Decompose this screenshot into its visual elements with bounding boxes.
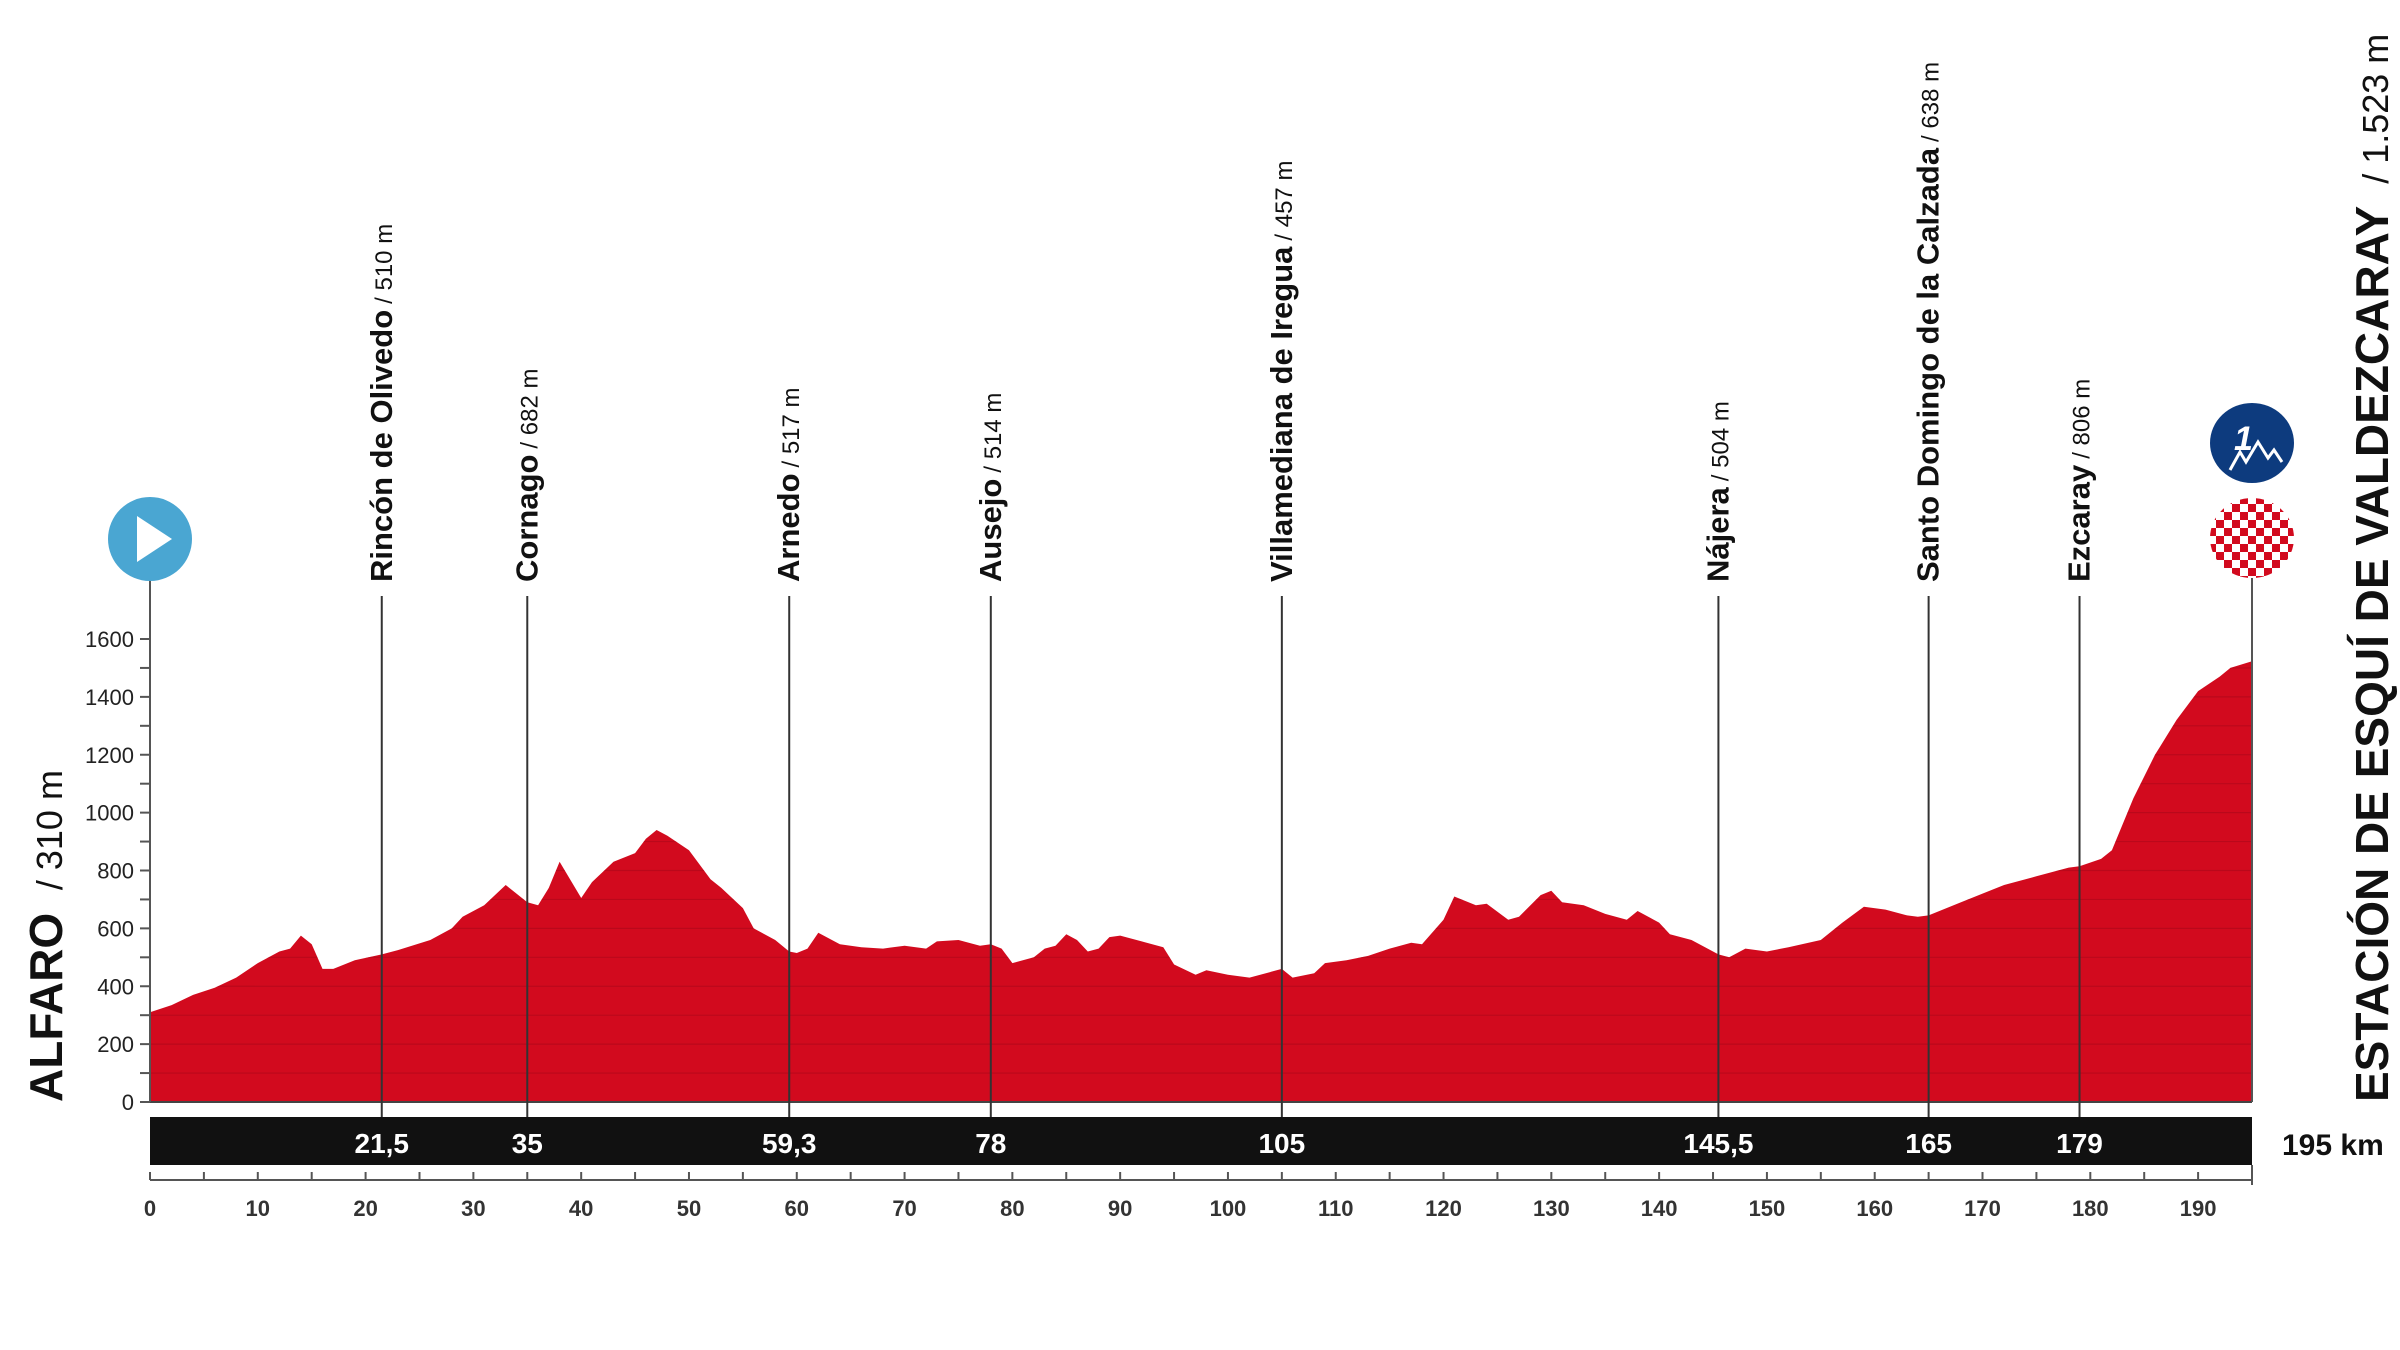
x-tick-label: 170 xyxy=(1964,1196,2001,1221)
waypoint-altitude: / 682 m xyxy=(516,369,543,449)
mountain-icon xyxy=(2228,439,2284,471)
x-tick-label: 70 xyxy=(892,1196,916,1221)
start-name: ALFARO xyxy=(20,913,72,1102)
x-tick-label: 90 xyxy=(1108,1196,1132,1221)
waypoint-name: Ausejo xyxy=(973,479,1008,582)
checkered-finish-flag-icon xyxy=(2210,498,2294,578)
waypoint-name: Rincón de Olivedo xyxy=(364,310,399,582)
waypoint-label: Santo Domingo de la Calzada / 638 m xyxy=(1911,62,1946,582)
y-tick-label: 800 xyxy=(97,859,134,884)
x-tick-label: 40 xyxy=(569,1196,593,1221)
waypoint-marker: Ezcaray / 806 m 179 xyxy=(2056,379,2103,1159)
y-tick-label: 1600 xyxy=(85,627,134,652)
y-tick-label: 1200 xyxy=(85,743,134,768)
x-tick-label: 180 xyxy=(2072,1196,2109,1221)
total-distance-label: 195 km xyxy=(2282,1129,2384,1162)
waypoint-marker: Ausejo / 514 m 78 xyxy=(973,393,1008,1159)
waypoint-label: Arnedo / 517 m xyxy=(771,387,806,582)
waypoint-km-label: 21,5 xyxy=(355,1128,410,1159)
elevation-profile-area xyxy=(150,661,2252,1102)
waypoint-marker: Rincón de Olivedo / 510 m 21,5 xyxy=(355,224,410,1159)
finish-altitude: / 1.523 m xyxy=(2355,34,2396,184)
waypoint-label: Ausejo / 514 m xyxy=(973,393,1008,582)
waypoint-km-label: 35 xyxy=(512,1128,543,1159)
y-tick-label: 0 xyxy=(122,1090,134,1115)
waypoint-marker: Nájera / 504 m 145,5 xyxy=(1683,401,1753,1159)
waypoint-altitude: / 517 m xyxy=(778,387,805,467)
km-bar xyxy=(150,1117,2252,1165)
y-tick-label: 1400 xyxy=(85,685,134,710)
y-tick-label: 600 xyxy=(97,916,134,941)
waypoint-label: Cornago / 682 m xyxy=(509,369,544,582)
waypoint-name: Ezcaray xyxy=(2062,464,2097,582)
waypoint-altitude: / 504 m xyxy=(1707,401,1734,481)
waypoint-km-label: 145,5 xyxy=(1683,1128,1753,1159)
start-label: ALFARO / 310 m xyxy=(20,770,72,1102)
waypoint-marker: Cornago / 682 m 35 xyxy=(509,369,544,1159)
waypoint-km-label: 165 xyxy=(1905,1128,1952,1159)
waypoint-altitude: / 638 m xyxy=(1918,62,1945,142)
x-tick-label: 100 xyxy=(1210,1196,1247,1221)
climb-category-icon xyxy=(2210,403,2294,483)
waypoint-name: Arnedo xyxy=(771,474,806,583)
finish-name: ESTACIÓN DE ESQUÍ DE VALDEZCARAY xyxy=(2346,206,2398,1102)
x-tick-label: 10 xyxy=(246,1196,270,1221)
x-tick-label: 130 xyxy=(1533,1196,1570,1221)
waypoint-label: Rincón de Olivedo / 510 m xyxy=(364,224,399,582)
waypoint-name: Cornago xyxy=(509,455,544,582)
waypoint-marker: Villamediana de Iregua / 457 m 105 xyxy=(1258,161,1305,1159)
play-icon xyxy=(137,516,172,562)
waypoint-km-label: 78 xyxy=(975,1128,1006,1159)
waypoint-km-label: 105 xyxy=(1258,1128,1305,1159)
y-tick-label: 200 xyxy=(97,1032,134,1057)
waypoint-altitude: / 514 m xyxy=(980,393,1007,473)
waypoint-label: Ezcaray / 806 m xyxy=(2062,379,2097,582)
y-tick-label: 1000 xyxy=(85,801,134,826)
waypoint-km-label: 59,3 xyxy=(762,1128,817,1159)
x-tick-label: 190 xyxy=(2180,1196,2217,1221)
waypoint-name: Santo Domingo de la Calzada xyxy=(1911,147,1946,582)
y-tick-label: 400 xyxy=(97,974,134,999)
x-tick-label: 60 xyxy=(785,1196,809,1221)
x-tick-label: 0 xyxy=(144,1196,156,1221)
climb-category-number: 1 xyxy=(2234,420,2253,458)
x-tick-label: 30 xyxy=(461,1196,485,1221)
start-altitude: / 310 m xyxy=(29,770,70,890)
waypoint-marker: Santo Domingo de la Calzada / 638 m 165 xyxy=(1905,62,1952,1159)
waypoint-label: Nájera / 504 m xyxy=(1700,401,1735,582)
x-tick-label: 50 xyxy=(677,1196,701,1221)
waypoint-altitude: / 806 m xyxy=(2069,379,2096,459)
waypoint-label: Villamediana de Iregua / 457 m xyxy=(1264,161,1299,582)
finish-label: ESTACIÓN DE ESQUÍ DE VALDEZCARAY / 1.523… xyxy=(2346,34,2398,1102)
waypoint-name: Nájera xyxy=(1700,486,1735,582)
waypoint-km-label: 179 xyxy=(2056,1128,2103,1159)
x-tick-label: 150 xyxy=(1749,1196,1786,1221)
x-tick-label: 140 xyxy=(1641,1196,1678,1221)
waypoint-name: Villamediana de Iregua xyxy=(1264,246,1299,582)
waypoint-altitude: / 510 m xyxy=(371,224,398,304)
x-tick-label: 160 xyxy=(1856,1196,1893,1221)
x-tick-label: 110 xyxy=(1318,1196,1354,1221)
x-tick-label: 120 xyxy=(1425,1196,1462,1221)
x-tick-label: 20 xyxy=(353,1196,377,1221)
waypoint-marker: Arnedo / 517 m 59,3 xyxy=(762,387,817,1159)
x-tick-label: 80 xyxy=(1000,1196,1024,1221)
waypoint-altitude: / 457 m xyxy=(1271,161,1298,241)
